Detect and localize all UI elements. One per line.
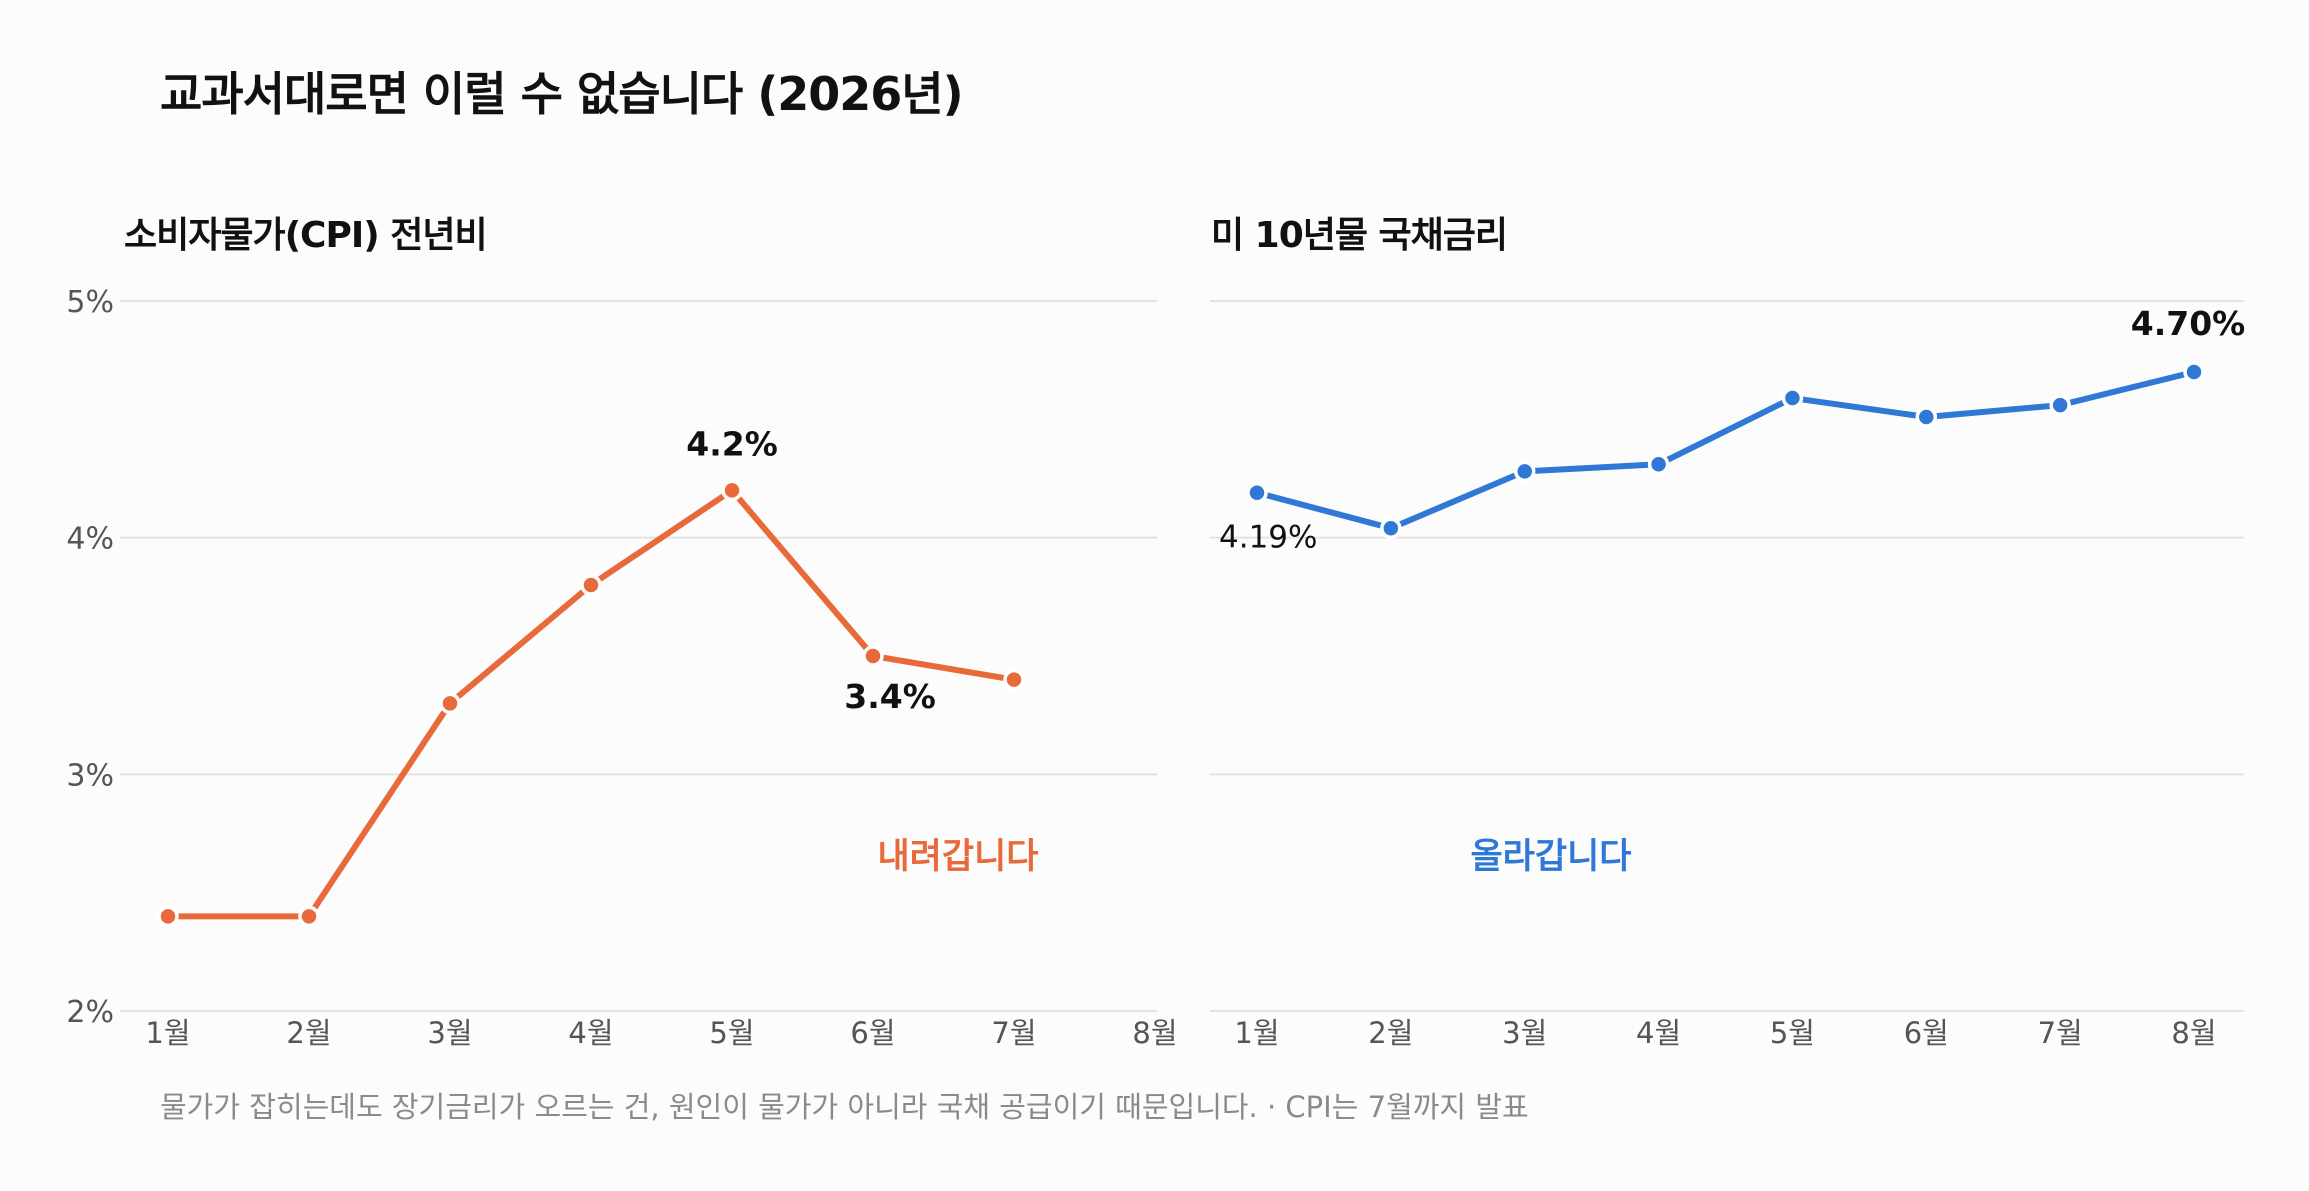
x-tick-label: 1월	[145, 1016, 190, 1050]
rate-data-point	[2183, 361, 2205, 383]
rate-data-point	[1513, 460, 1536, 483]
x-tick-label: 6월	[1904, 1016, 1949, 1050]
x-tick-label: 4월	[568, 1016, 613, 1050]
cpi-annotation: 내려갑니다	[877, 837, 1038, 877]
x-tick-label: 5월	[709, 1016, 754, 1050]
rate-series-line	[1254, 369, 2197, 532]
cpi-data-point	[580, 574, 602, 596]
y-tick-label: 2%	[66, 995, 114, 1030]
x-tick-label: 8월	[2171, 1016, 2216, 1050]
cpi-data-point	[1003, 668, 1025, 691]
y-tick-label: 4%	[66, 522, 114, 557]
x-tick-label: 4월	[1636, 1016, 1681, 1050]
x-tick-label: 7월	[2038, 1016, 2083, 1050]
x-tick-label: 3월	[1502, 1016, 1547, 1050]
rate-annotation: 올라갑니다	[1470, 837, 1631, 877]
page-title: 교과서대로면 이럴 수 없습니다 (2026년)	[160, 67, 964, 121]
data-label: 4.70%	[2131, 304, 2246, 343]
x-tick-label: 3월	[427, 1016, 472, 1050]
cpi-data-point	[862, 645, 884, 667]
x-tick-label: 2월	[286, 1016, 331, 1050]
rate-data-point	[2049, 394, 2071, 416]
data-label: 4.19%	[1219, 520, 1317, 556]
y-tick-label: 5%	[66, 285, 114, 320]
data-label: 4.2%	[686, 424, 778, 463]
rate-data-point	[1915, 406, 1938, 428]
x-tick-label: 6월	[850, 1016, 895, 1050]
cpi-data-point	[721, 479, 743, 502]
x-tick-label: 7월	[991, 1016, 1036, 1050]
treasury-panel-title: 미 10년물 국채금리	[1211, 215, 1508, 256]
footnote: 물가가 잡히는데도 장기금리가 오르는 건, 원인이 물가가 아니라 국채 공급…	[160, 1090, 1529, 1124]
x-tick-label: 2월	[1368, 1016, 1413, 1050]
cpi-data-point	[298, 905, 320, 928]
rate-data-point	[1647, 453, 1670, 476]
rate-data-point	[1781, 387, 1804, 409]
data-label: 3.4%	[844, 677, 936, 716]
x-tick-label: 8월	[1132, 1016, 1177, 1050]
x-tick-label: 1월	[1234, 1016, 1279, 1050]
y-tick-label: 3%	[66, 758, 114, 793]
x-tick-label: 5월	[1770, 1016, 1815, 1050]
rate-data-point	[1380, 517, 1402, 539]
rate-data-point	[1246, 481, 1268, 504]
cpi-panel-title: 소비자물가(CPI) 전년비	[124, 215, 488, 256]
cpi-data-point	[439, 692, 461, 715]
cpi-data-point	[157, 905, 179, 928]
